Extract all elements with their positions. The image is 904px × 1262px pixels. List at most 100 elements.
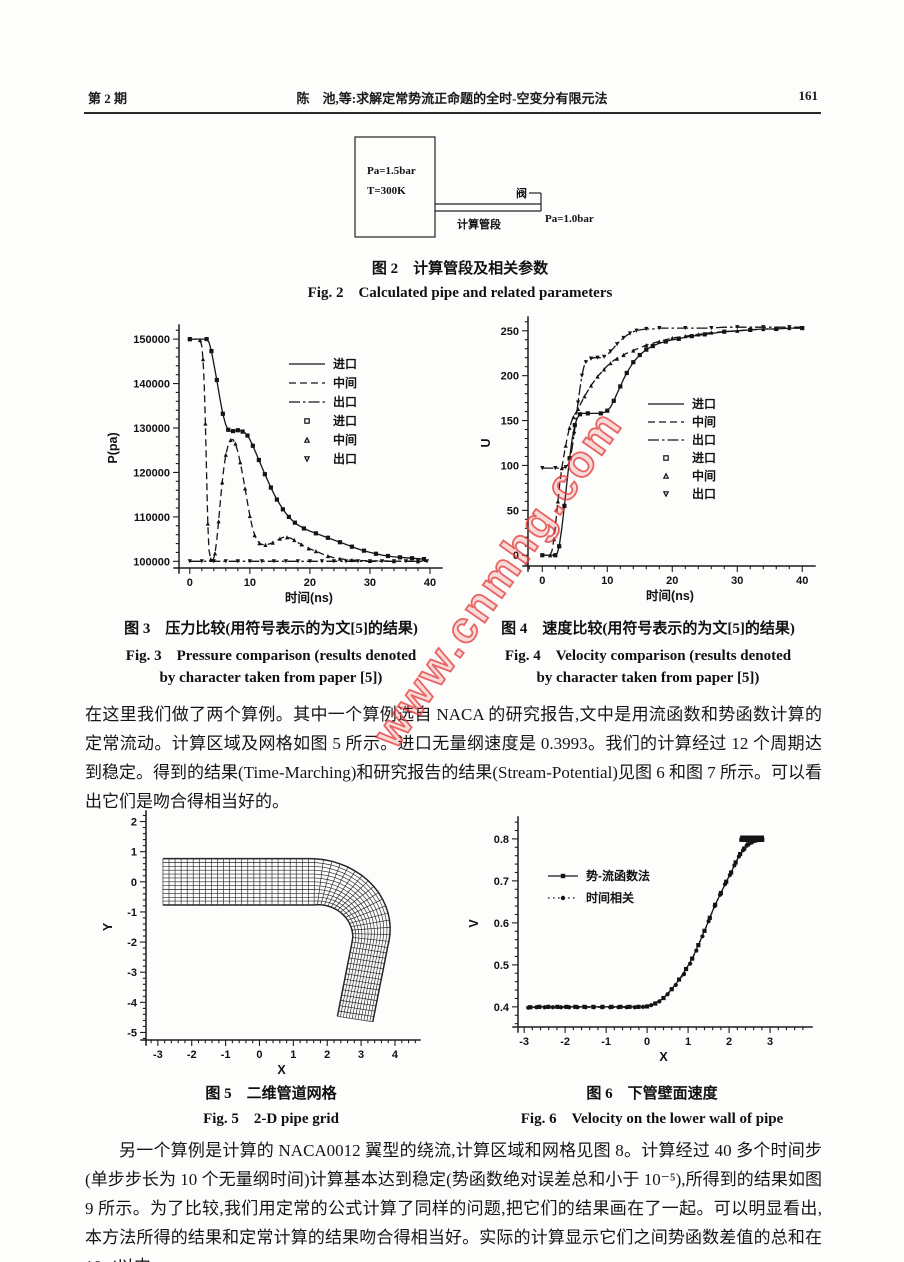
svg-text:出口: 出口 bbox=[333, 394, 357, 409]
svg-text:0: 0 bbox=[644, 1036, 650, 1048]
svg-text:0.7: 0.7 bbox=[494, 876, 509, 888]
svg-text:X: X bbox=[659, 1050, 668, 1064]
svg-text:0: 0 bbox=[513, 550, 519, 562]
pipe-segment-label: 计算管段 bbox=[457, 217, 501, 231]
svg-text:0: 0 bbox=[256, 1049, 262, 1061]
header-issue: 第 2 期 bbox=[88, 91, 128, 106]
svg-text:-1: -1 bbox=[601, 1036, 611, 1048]
valve-label: 阀 bbox=[516, 186, 527, 200]
svg-text:130000: 130000 bbox=[133, 423, 170, 435]
header-page-number: 161 bbox=[798, 88, 819, 103]
svg-text:V: V bbox=[467, 919, 481, 928]
svg-text:10: 10 bbox=[601, 575, 613, 587]
svg-text:U: U bbox=[479, 438, 493, 447]
svg-text:30: 30 bbox=[731, 575, 743, 587]
svg-text:出口: 出口 bbox=[692, 486, 716, 501]
svg-text:20: 20 bbox=[304, 577, 316, 589]
svg-text:2: 2 bbox=[726, 1036, 732, 1048]
header-title: 陈 池,等:求解定常势流正命题的全时-空变分有限元法 bbox=[296, 91, 608, 106]
svg-text:-2: -2 bbox=[127, 937, 137, 949]
fig3-caption-en1: Fig. 3 Pressure comparison (results deno… bbox=[125, 648, 417, 664]
fig2-pipe-diagram: Pa=1.5bar T=300K 阀 Pa=1.0bar 计算管段 bbox=[354, 136, 594, 238]
fig6-caption-cn: 图 6 下管壁面速度 bbox=[586, 1086, 718, 1102]
svg-text:250: 250 bbox=[501, 326, 519, 338]
svg-text:进口: 进口 bbox=[692, 450, 716, 465]
svg-text:中间: 中间 bbox=[333, 432, 357, 447]
svg-text:0.8: 0.8 bbox=[494, 834, 509, 846]
fig4-velocity-chart: 0 10 20 30 40050100150200250时间(ns)U进口中间出口进口中… bbox=[479, 316, 816, 603]
svg-text:100: 100 bbox=[501, 460, 519, 472]
svg-text:中间: 中间 bbox=[692, 468, 716, 483]
svg-text:0: 0 bbox=[187, 577, 193, 589]
svg-text:-1: -1 bbox=[127, 907, 137, 919]
svg-text:10: 10 bbox=[244, 577, 256, 589]
paragraph-1: 在这里我们做了两个算例。其中一个算例选自 NACA 的研究报告,文中是用流函数和… bbox=[85, 705, 822, 811]
svg-text:势-流函数法: 势-流函数法 bbox=[586, 868, 650, 883]
svg-text:150000: 150000 bbox=[133, 334, 170, 346]
svg-text:时间(ns): 时间(ns) bbox=[646, 588, 694, 603]
reservoir-box bbox=[354, 136, 436, 238]
reservoir-temperature-label: T=300K bbox=[367, 185, 406, 197]
fig2-caption-en: Fig. 2 Calculated pipe and related param… bbox=[307, 285, 613, 301]
svg-text:110000: 110000 bbox=[134, 512, 170, 524]
svg-text:50: 50 bbox=[507, 505, 519, 517]
svg-text:进口: 进口 bbox=[333, 413, 357, 428]
svg-text:进口: 进口 bbox=[692, 396, 716, 411]
svg-text:出口: 出口 bbox=[692, 432, 716, 447]
svg-text:100000: 100000 bbox=[133, 556, 170, 568]
svg-text:0: 0 bbox=[131, 877, 137, 889]
svg-text:出口: 出口 bbox=[333, 451, 357, 466]
svg-text:0.5: 0.5 bbox=[494, 960, 509, 972]
svg-text:140000: 140000 bbox=[133, 379, 170, 391]
svg-text:中间: 中间 bbox=[333, 375, 357, 390]
header-rule bbox=[84, 112, 821, 114]
svg-text:-1: -1 bbox=[221, 1049, 231, 1061]
fig3-pressure-chart: 0 10 20 30 40 100000 110000 120000 130000 140000 1… bbox=[106, 324, 443, 605]
fig5-caption-en: Fig. 5 2-D pipe grid bbox=[203, 1111, 339, 1127]
svg-text:1: 1 bbox=[685, 1036, 691, 1048]
outlet-pressure-label: Pa=1.0bar bbox=[545, 213, 594, 225]
svg-text:3: 3 bbox=[767, 1036, 773, 1048]
fig5-grid-chart: -3 -2 -1 0 1 2 3 4 -5 -4 -3 -2 -1 0 1 2 X Y bbox=[101, 810, 421, 1077]
svg-text:40: 40 bbox=[424, 577, 436, 589]
svg-text:20: 20 bbox=[666, 575, 678, 587]
svg-text:-3: -3 bbox=[153, 1049, 163, 1061]
svg-text:中间: 中间 bbox=[692, 414, 716, 429]
reservoir-pressure-label: Pa=1.5bar bbox=[367, 165, 416, 177]
svg-text:时间(ns): 时间(ns) bbox=[285, 590, 333, 605]
svg-text:0.6: 0.6 bbox=[494, 918, 509, 930]
svg-text:-5: -5 bbox=[127, 1027, 137, 1039]
svg-text:-3: -3 bbox=[127, 967, 137, 979]
fig5-caption-cn: 图 5 二维管道网格 bbox=[205, 1086, 337, 1102]
svg-text:进口: 进口 bbox=[333, 356, 357, 371]
svg-text:0.4: 0.4 bbox=[494, 1002, 510, 1014]
svg-text:1: 1 bbox=[131, 847, 137, 859]
svg-text:0: 0 bbox=[539, 575, 545, 587]
fig4-caption-cn: 图 4 速度比较(用符号表示的为文[5]的结果) bbox=[501, 621, 795, 637]
svg-text:X: X bbox=[277, 1063, 286, 1077]
svg-text:Y: Y bbox=[101, 922, 115, 931]
svg-text:时间相关: 时间相关 bbox=[586, 890, 634, 905]
svg-text:150: 150 bbox=[501, 416, 519, 428]
svg-text:2: 2 bbox=[324, 1049, 330, 1061]
fig3-caption-en2: by character taken from paper [5]) bbox=[159, 670, 383, 686]
svg-text:3: 3 bbox=[358, 1049, 364, 1061]
svg-text:30: 30 bbox=[364, 577, 376, 589]
svg-text:1: 1 bbox=[290, 1049, 296, 1061]
svg-text:200: 200 bbox=[501, 371, 519, 383]
svg-text:4: 4 bbox=[392, 1049, 399, 1061]
svg-text:-4: -4 bbox=[127, 997, 138, 1009]
paragraph-2: 另一个算例是计算的 NACA0012 翼型的绕流,计算区域和网格见图 8。计算经… bbox=[85, 1141, 822, 1262]
svg-text:P(pa): P(pa) bbox=[106, 432, 120, 463]
svg-text:-2: -2 bbox=[560, 1036, 570, 1048]
fig2-caption-cn: 图 2 计算管段及相关参数 bbox=[371, 261, 549, 277]
svg-text:120000: 120000 bbox=[133, 467, 170, 479]
fig4-caption-en1: Fig. 4 Velocity comparison (results deno… bbox=[504, 648, 792, 664]
fig3-caption-cn: 图 3 压力比较(用符号表示的为文[5]的结果) bbox=[124, 621, 418, 637]
fig4-caption-en2: by character taken from paper [5]) bbox=[536, 670, 760, 686]
fig6-caption-en: Fig. 6 Velocity on the lower wall of pip… bbox=[520, 1111, 784, 1127]
svg-text:40: 40 bbox=[796, 575, 808, 587]
svg-text:2: 2 bbox=[131, 817, 137, 829]
